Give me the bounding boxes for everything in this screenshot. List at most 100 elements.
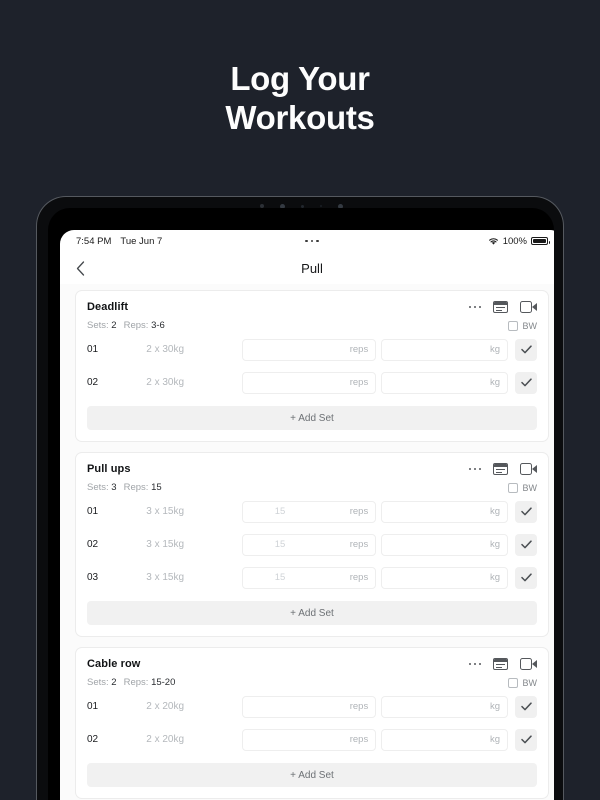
reps-input-value: 15 xyxy=(274,539,286,550)
weight-input[interactable]: kg xyxy=(381,338,509,361)
sets-reps-summary: Sets: 3 Reps: 15 xyxy=(87,482,162,493)
video-camera-icon[interactable] xyxy=(520,301,537,313)
reps-input-value: 15 xyxy=(274,572,286,583)
reps-input-placeholder: reps xyxy=(349,572,369,583)
exercise-card-header: Pull ups xyxy=(87,463,537,475)
bodyweight-checkbox[interactable]: BW xyxy=(507,482,537,493)
previous-set-value: 3 x 15kg xyxy=(146,539,185,550)
set-index: 01 xyxy=(87,344,99,355)
weight-input[interactable]: kg xyxy=(381,533,509,556)
device-sensor-array xyxy=(37,201,563,211)
weight-input[interactable]: kg xyxy=(381,500,509,523)
set-complete-button[interactable] xyxy=(515,500,537,523)
weight-input[interactable]: kg xyxy=(381,695,509,718)
previous-set-value: 2 x 20kg xyxy=(146,734,185,745)
weight-input[interactable]: kg xyxy=(381,566,509,589)
reps-input-placeholder: reps xyxy=(349,701,369,712)
indicator-dot-icon xyxy=(319,205,322,207)
add-set-button[interactable]: + Add Set xyxy=(87,601,537,625)
bodyweight-label: BW xyxy=(522,320,538,331)
reps-input[interactable]: reps xyxy=(241,695,377,718)
page-title-line-2: Workouts xyxy=(225,98,375,136)
set-complete-button[interactable] xyxy=(515,338,537,361)
video-camera-icon[interactable] xyxy=(520,463,537,475)
table-row: 02 2 x 20kg reps kg xyxy=(87,725,537,754)
bodyweight-checkbox[interactable]: BW xyxy=(507,320,538,331)
set-complete-button[interactable] xyxy=(515,533,537,556)
back-button[interactable] xyxy=(76,256,96,280)
tablet-device-frame: 7:54 PM Tue Jun 7 100% xyxy=(36,196,564,800)
table-row: 02 2 x 30kg reps kg xyxy=(87,368,537,397)
exercise-name: Cable row xyxy=(87,658,141,670)
exercise-card-header: Cable row xyxy=(87,658,537,670)
exercise-card-header: Deadlift xyxy=(87,301,537,313)
previous-set-value: 3 x 15kg xyxy=(146,506,185,517)
reps-label: Reps: xyxy=(123,482,149,493)
set-complete-button[interactable] xyxy=(515,695,537,718)
previous-set-value: 2 x 30kg xyxy=(146,377,185,388)
sets-label: Sets: xyxy=(87,482,109,493)
note-icon[interactable] xyxy=(493,301,508,313)
reps-input[interactable]: 15 reps xyxy=(241,533,377,556)
note-icon[interactable] xyxy=(493,463,508,475)
checkmark-icon xyxy=(520,345,532,354)
exercise-card-pull-ups: Pull ups Sets: 3 Reps: 15 BW 01 3 x 15kg … xyxy=(75,452,549,637)
weight-input-placeholder: kg xyxy=(489,734,501,745)
set-index: 02 xyxy=(87,734,99,745)
bodyweight-checkbox[interactable]: BW xyxy=(507,677,537,688)
set-index: 01 xyxy=(87,701,99,712)
chevron-left-icon xyxy=(76,260,85,276)
weight-input-placeholder: kg xyxy=(489,377,501,388)
table-row: 01 3 x 15kg 15 reps kg xyxy=(87,497,537,526)
status-bar-date: Tue Jun 7 xyxy=(120,235,163,247)
checkmark-icon xyxy=(520,507,532,516)
table-row: 02 3 x 15kg 15 reps kg xyxy=(87,530,537,559)
reps-input-placeholder: reps xyxy=(349,377,369,388)
exercise-card-subheader: Sets: 3 Reps: 15 BW xyxy=(87,482,537,493)
set-row-list: 01 2 x 20kg reps kg 02 2 x 20kg reps kg xyxy=(87,692,537,754)
set-index: 01 xyxy=(87,506,99,517)
ellipsis-icon[interactable] xyxy=(468,467,481,471)
reps-input[interactable]: reps xyxy=(241,371,377,394)
checkmark-icon xyxy=(520,573,532,582)
reps-input[interactable]: reps xyxy=(241,338,377,361)
sets-reps-summary: Sets: 2 Reps: 15-20 xyxy=(87,677,175,688)
previous-set-value: 3 x 15kg xyxy=(146,572,185,583)
reps-input-placeholder: reps xyxy=(349,539,369,550)
reps-input[interactable]: 15 reps xyxy=(241,500,377,523)
sets-value: 3 xyxy=(111,482,117,493)
reps-label: Reps: xyxy=(123,677,149,688)
status-bar-time: 7:54 PM xyxy=(76,235,112,247)
reps-input[interactable]: reps xyxy=(241,728,377,751)
set-complete-button[interactable] xyxy=(515,728,537,751)
note-icon[interactable] xyxy=(493,658,508,670)
sensor-dot-icon xyxy=(259,204,264,208)
checkbox-box-icon xyxy=(507,482,518,493)
page-title-line-1: Log Your xyxy=(230,60,370,97)
set-complete-button[interactable] xyxy=(515,371,537,394)
video-camera-icon[interactable] xyxy=(520,658,537,670)
set-index: 03 xyxy=(87,572,99,583)
exercise-card-deadlift: Deadlift Sets: 2 Reps: 3-6 BW 01 2 x 30kg… xyxy=(75,290,549,442)
reps-value: 15 xyxy=(151,482,162,493)
sets-value: 2 xyxy=(111,677,117,688)
reps-label: Reps: xyxy=(123,320,149,331)
add-set-button[interactable]: + Add Set xyxy=(87,406,537,430)
weight-input[interactable]: kg xyxy=(381,371,509,394)
weight-input[interactable]: kg xyxy=(381,728,509,751)
reps-input[interactable]: 15 reps xyxy=(241,566,377,589)
ellipsis-icon[interactable] xyxy=(468,305,481,309)
reps-value: 15-20 xyxy=(151,677,176,688)
ellipsis-icon[interactable] xyxy=(468,662,481,666)
previous-set-value: 2 x 20kg xyxy=(146,701,185,712)
app-screen: 7:54 PM Tue Jun 7 100% xyxy=(60,230,554,800)
set-complete-button[interactable] xyxy=(515,566,537,589)
previous-set-value: 2 x 30kg xyxy=(146,344,185,355)
exercise-list[interactable]: Deadlift Sets: 2 Reps: 3-6 BW 01 2 x 30kg… xyxy=(60,284,554,800)
sets-label: Sets: xyxy=(87,677,109,688)
navigation-bar: Pull xyxy=(60,252,554,284)
add-set-button[interactable]: + Add Set xyxy=(87,763,537,787)
exercise-card-subheader: Sets: 2 Reps: 3-6 BW xyxy=(87,320,537,331)
wifi-icon xyxy=(488,237,498,245)
status-bar: 7:54 PM Tue Jun 7 100% xyxy=(60,230,554,252)
